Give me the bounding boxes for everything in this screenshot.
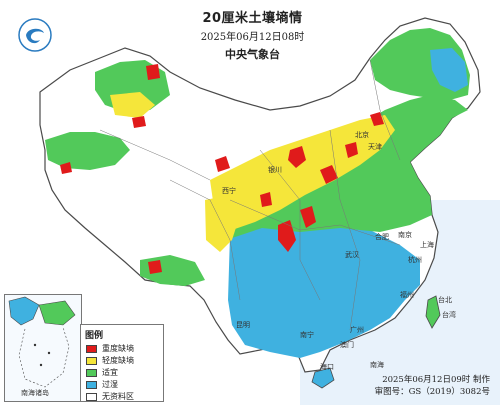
patch-severe-4 xyxy=(320,165,338,184)
map-title-block: 20厘米土壤墒情 2025年06月12日08时 中央气象台 xyxy=(170,10,335,63)
region-light-dry-west xyxy=(205,195,240,252)
patch-severe-2 xyxy=(278,220,296,252)
patch-severe-8 xyxy=(370,112,384,126)
inset-map-graphic xyxy=(8,296,76,388)
legend-item-severe-dry: 重度缺墒 xyxy=(86,343,163,355)
label-hefei: 合肥 xyxy=(375,233,389,241)
taiwan-island xyxy=(425,295,441,329)
region-xinjiang-yellow xyxy=(110,92,155,118)
label-wuhan: 武汉 xyxy=(345,251,359,259)
legend-label: 轻度缺墒 xyxy=(102,356,134,365)
label-south-china-sea: 南海 xyxy=(370,361,384,369)
legend-swatch xyxy=(86,357,97,365)
legend-title: 图例 xyxy=(85,331,104,341)
legend-swatch xyxy=(86,381,97,389)
label-taibei: 台北 xyxy=(438,296,452,304)
legend-label: 无资料区 xyxy=(102,392,134,401)
label-haikou: 海口 xyxy=(320,363,334,371)
patch-severe-5 xyxy=(345,142,358,158)
label-beijing: 北京 xyxy=(355,131,369,139)
footer-made: 2025年06月12日09时 制作 xyxy=(382,375,490,385)
map-org: 中央气象台 xyxy=(225,48,280,61)
label-macau: 澳门 xyxy=(340,341,354,349)
label-tianjin: 天津 xyxy=(368,143,382,151)
region-northeast-wet xyxy=(430,48,468,92)
patch-severe-3 xyxy=(300,206,316,228)
legend-item-light-dry: 轻度缺墒 xyxy=(86,355,163,367)
patch-severe-1 xyxy=(288,146,306,168)
map-title: 20厘米土壤墒情 xyxy=(202,11,303,26)
label-shanghai: 上海 xyxy=(420,241,434,249)
map-time: 2025年06月12日08时 xyxy=(200,32,305,43)
legend-swatch xyxy=(86,369,97,377)
inset-label: 南海诸岛 xyxy=(21,389,49,397)
region-xinjiang-south xyxy=(45,132,130,170)
label-hangzhou: 杭州 xyxy=(408,256,422,264)
label-fuzhou: 福州 xyxy=(400,291,414,299)
label-taiwan: 台湾 xyxy=(442,311,456,319)
map-footer: 2025年06月12日09时 制作 审图号：GS（2019）3082号 xyxy=(375,374,490,398)
legend-swatch xyxy=(86,345,97,353)
province-borders xyxy=(99,59,401,331)
patch-xinjiang-red-1 xyxy=(146,64,160,80)
label-xining: 西宁 xyxy=(222,187,236,195)
legend-label: 过湿 xyxy=(102,380,118,389)
label-kunming: 昆明 xyxy=(236,321,250,329)
legend-item-no-data: 无资料区 xyxy=(86,391,163,403)
label-guangzhou: 广州 xyxy=(350,326,364,334)
patch-tibet-red xyxy=(148,260,162,274)
legend-label: 重度缺墒 xyxy=(102,344,134,353)
legend-item-suitable: 适宜 xyxy=(86,367,163,379)
label-nanning: 南宁 xyxy=(300,331,314,339)
south-china-sea-inset: 南海诸岛 xyxy=(4,294,82,402)
patch-severe-7 xyxy=(260,192,272,207)
region-wet-southeast xyxy=(228,225,420,358)
legend: 图例 重度缺墒 轻度缺墒 适宜 过湿 无资料区 xyxy=(80,324,164,402)
legend-item-wet: 过湿 xyxy=(86,379,163,391)
footer-code: 审图号：GS（2019）3082号 xyxy=(374,387,490,397)
region-light-dry-central xyxy=(210,115,395,230)
patch-xinjiang-red-2 xyxy=(132,116,146,128)
legend-swatch xyxy=(86,393,97,401)
patch-xinjiang-red-3 xyxy=(60,162,72,174)
patch-severe-6 xyxy=(215,156,230,172)
legend-label: 适宜 xyxy=(102,368,118,377)
label-yinchuan: 银川 xyxy=(268,166,282,174)
hainan-island xyxy=(311,367,335,389)
label-nanjing: 南京 xyxy=(398,231,412,239)
cma-logo-icon xyxy=(18,18,52,52)
